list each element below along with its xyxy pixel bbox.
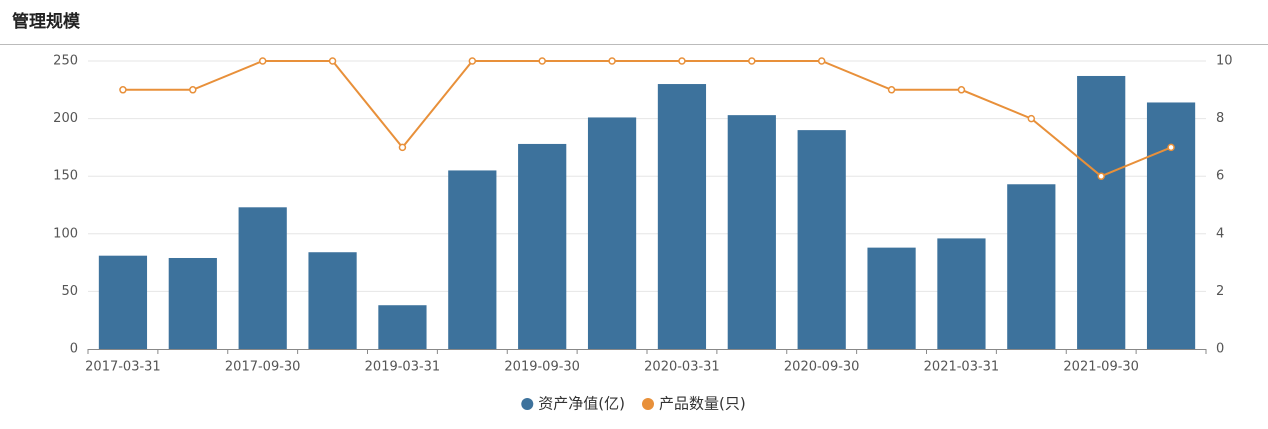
chart-title: 管理规模 <box>12 11 81 32</box>
line-point <box>1097 172 1105 180</box>
line-point <box>678 57 686 65</box>
legend-marker <box>642 398 654 410</box>
bar <box>797 130 846 349</box>
y-tick-label: 100 <box>53 226 78 241</box>
y2-tick-label: 8 <box>1216 111 1224 126</box>
x-tick-label: 2021-09-30 <box>1063 360 1139 375</box>
line-point <box>1027 114 1036 123</box>
x-tick-label: 2020-03-31 <box>644 360 720 375</box>
y2-tick-label: 4 <box>1216 226 1224 241</box>
bar <box>378 305 427 349</box>
legend-marker <box>521 398 534 410</box>
x-tick-label: 2021-03-31 <box>924 360 1000 375</box>
bar <box>1007 184 1056 349</box>
line-point <box>328 57 337 65</box>
legend-label: 产品数量(只) <box>659 395 746 413</box>
bar <box>657 84 707 349</box>
x-tick-label: 2019-03-31 <box>365 360 441 375</box>
line-point <box>817 57 826 65</box>
bar <box>308 252 357 349</box>
bar <box>937 238 986 349</box>
x-tick-label: 2020-09-30 <box>784 360 860 375</box>
line-point <box>119 86 127 94</box>
line-point <box>887 86 896 94</box>
x-tick-label: 2017-03-31 <box>85 360 161 375</box>
line-point <box>189 86 197 94</box>
line-point <box>468 57 477 65</box>
y-tick-label: 0 <box>70 342 78 357</box>
y-tick-label: 200 <box>53 111 78 126</box>
y2-tick-label: 2 <box>1216 284 1224 299</box>
y-tick-label: 150 <box>53 169 78 184</box>
bar <box>1077 75 1126 349</box>
line-point <box>608 57 616 65</box>
line-point <box>258 57 267 65</box>
y2-tick-label: 6 <box>1216 169 1224 184</box>
bar <box>98 255 148 349</box>
line <box>122 60 1172 178</box>
y-tick-label: 50 <box>61 284 78 299</box>
bar <box>1146 102 1196 349</box>
line-point <box>398 143 407 152</box>
y2-tick-label: 10 <box>1216 54 1233 69</box>
line-point <box>748 57 756 65</box>
bar <box>867 247 916 349</box>
bar <box>587 117 637 349</box>
legend-label: 资产净值(亿) <box>538 395 625 413</box>
y-tick-label: 250 <box>53 54 78 69</box>
line-point <box>538 57 546 65</box>
bar <box>727 115 776 349</box>
bar <box>448 170 497 349</box>
y2-tick-label: 0 <box>1216 342 1224 357</box>
line-point <box>957 86 966 94</box>
bar <box>518 143 567 349</box>
bar <box>238 207 287 349</box>
line-point <box>1167 143 1175 152</box>
x-tick-label: 2019-09-30 <box>504 360 580 375</box>
x-tick-label: 2017-09-30 <box>225 360 301 375</box>
bar <box>168 257 217 349</box>
